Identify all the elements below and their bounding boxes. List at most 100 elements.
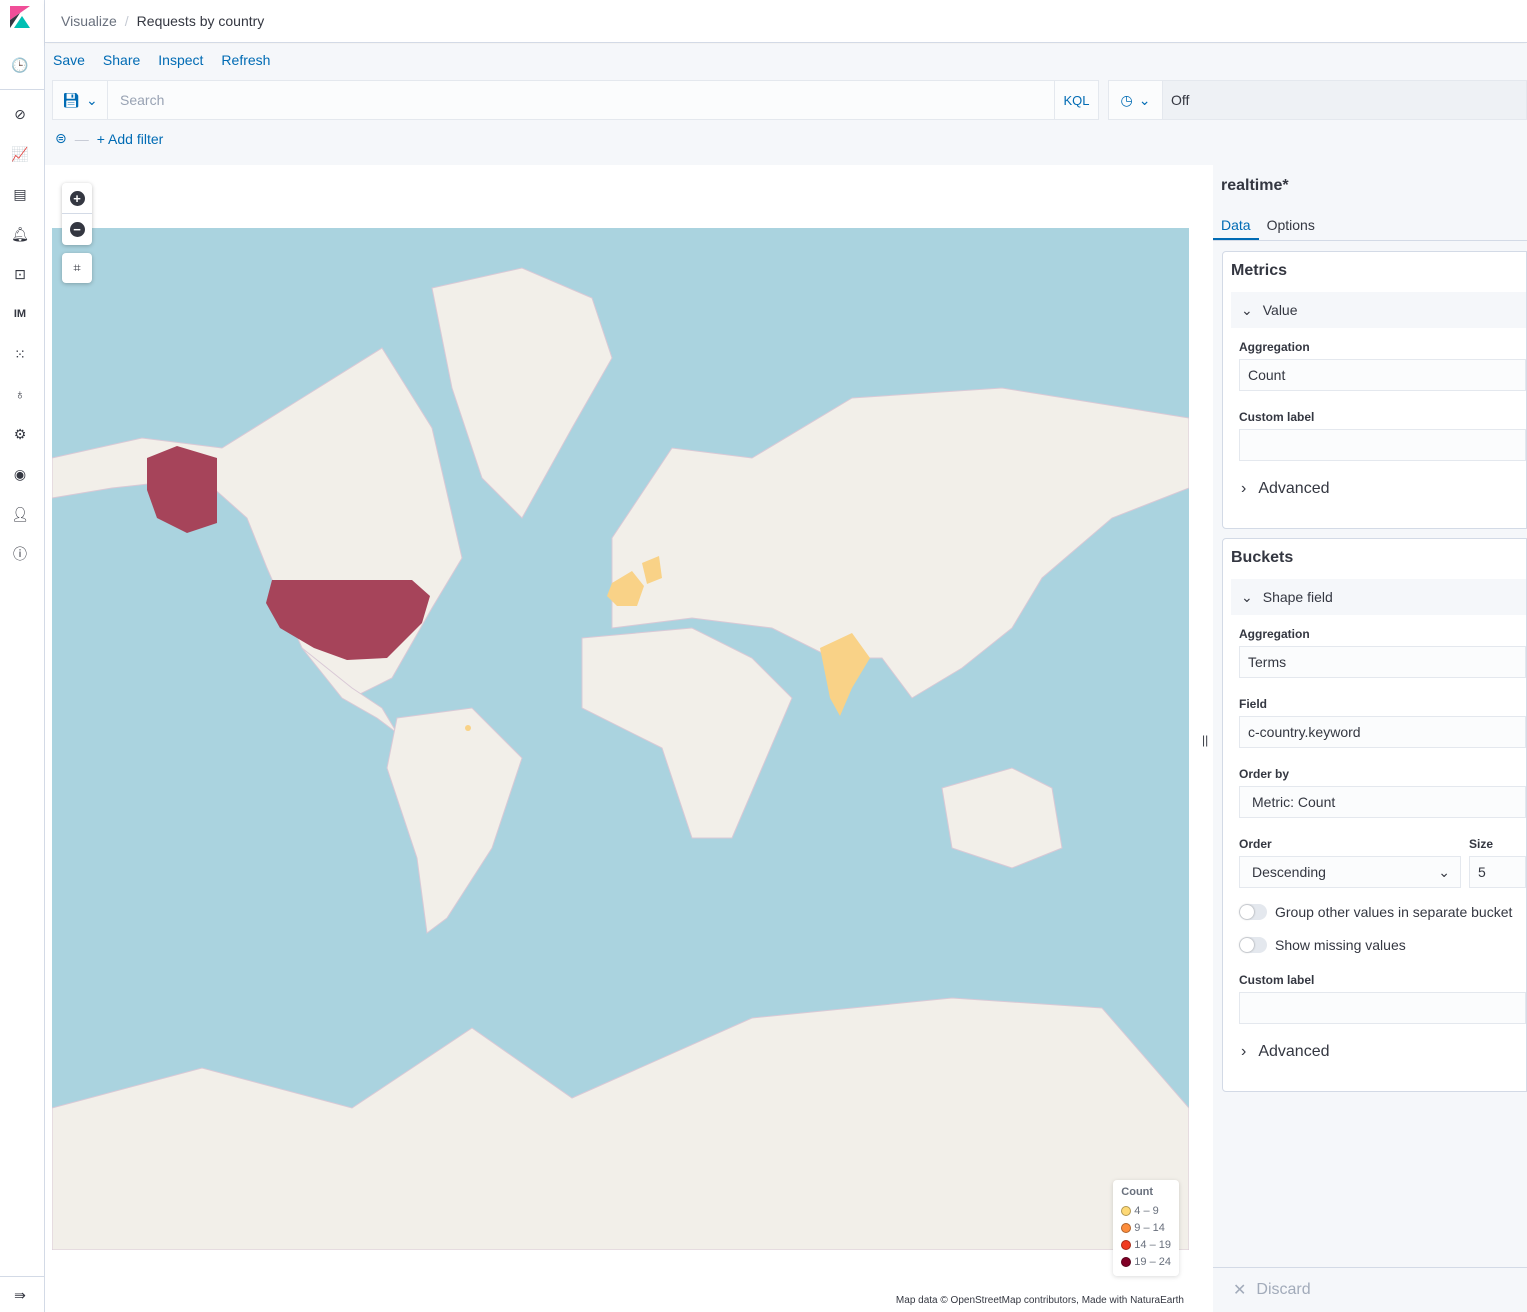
chevron-down-icon: ⌄ (1241, 588, 1253, 605)
legend-item: 19 – 24 (1121, 1253, 1171, 1270)
quick-menu-button[interactable]: ◷ ⌄ (1109, 81, 1163, 119)
add-filter-button[interactable]: + Add filter (96, 130, 164, 147)
country-united-states (266, 580, 430, 660)
security-icon[interactable]: ◉ (13, 465, 27, 482)
switch[interactable] (1239, 937, 1267, 953)
kql-button[interactable]: KQL (1054, 81, 1098, 119)
legend-swatch (1121, 1205, 1132, 1216)
legend-swatch (1121, 1239, 1132, 1250)
map-legend: Count 4 – 9 9 – 14 14 – 19 19 – 24 (1113, 1180, 1179, 1276)
minus-icon: − (69, 222, 85, 237)
chevron-down-icon: ⌄ (1138, 91, 1151, 108)
legend-item: 4 – 9 (1121, 1202, 1171, 1219)
divider: — (74, 130, 89, 147)
land-north-america (52, 347, 463, 699)
fit-bounds-button[interactable]: ⌗ (62, 253, 92, 283)
legend-label: 19 – 24 (1134, 1255, 1171, 1268)
chevron-down-icon: ⌄ (86, 91, 98, 108)
breadcrumb-separator: / (124, 13, 129, 29)
legend-item: 14 – 19 (1121, 1236, 1171, 1253)
dashboard-icon[interactable]: ▤ (13, 185, 27, 202)
console-icon[interactable]: ⊡ (14, 265, 26, 282)
legend-swatch (1121, 1256, 1132, 1267)
legend-label: 9 – 14 (1134, 1221, 1165, 1234)
bucket-custom-label-input[interactable] (1239, 992, 1526, 1024)
order-by-select[interactable]: Metric: Count (1239, 786, 1526, 818)
visualize-icon[interactable]: 📈 (11, 145, 29, 162)
compass-icon[interactable]: ⊘ (14, 105, 26, 122)
divider (0, 89, 44, 90)
editor-tabs: Data Options (1213, 213, 1527, 241)
filter-row: ⊜ — + Add filter (55, 130, 163, 147)
tab-options[interactable]: Options (1266, 217, 1315, 233)
crop-icon: ⌗ (73, 260, 81, 275)
chevron-down-icon: ⌄ (1438, 863, 1450, 880)
plus-icon: + (69, 190, 85, 206)
save-button[interactable]: Save (53, 52, 85, 68)
clock-icon: ◷ (1120, 91, 1133, 108)
zoom-in-button[interactable]: + (62, 183, 92, 214)
land-antarctica (52, 997, 1189, 1250)
order-by-label: Order by (1239, 767, 1290, 781)
switch[interactable] (1239, 904, 1267, 920)
zoom-out-button[interactable]: − (62, 214, 92, 245)
metric-advanced-toggle[interactable]: › Advanced (1231, 471, 1526, 507)
advanced-label: Advanced (1258, 1043, 1330, 1060)
show-missing-toggle[interactable]: Show missing values (1239, 937, 1406, 953)
tab-data[interactable]: Data (1213, 213, 1259, 240)
inspect-button[interactable]: Inspect (158, 52, 204, 68)
filter-menu-icon[interactable]: ⊜ (55, 130, 67, 146)
toggle-label: Group other values in separate bucket (1275, 904, 1513, 920)
apps-grid-icon[interactable]: ⁙ (14, 345, 26, 362)
land-south-america (386, 707, 523, 934)
top-menu: Save Share Inspect Refresh (53, 52, 270, 68)
editor-panel: realtime* Data Options Metrics ⌄ Value Ag… (1213, 165, 1527, 1312)
custom-label-label: Custom label (1239, 410, 1315, 424)
im-icon[interactable]: IM (13, 308, 27, 320)
bell-icon[interactable]: 🔔︎ (11, 225, 29, 242)
gear-icon[interactable]: ⚙ (13, 425, 27, 442)
monitoring-icon[interactable]: ♁ (14, 386, 26, 402)
share-button[interactable]: Share (102, 52, 141, 68)
discard-button[interactable]: Discard (1256, 1281, 1311, 1298)
metric-value-toggle[interactable]: ⌄ Value (1231, 292, 1526, 328)
saved-query-button[interactable]: 💾︎ ⌄ (53, 81, 108, 119)
chevron-right-icon: › (1241, 480, 1247, 497)
legend-swatch (1121, 1222, 1132, 1233)
metrics-title: Metrics (1231, 262, 1288, 279)
bucket-advanced-toggle[interactable]: › Advanced (1231, 1034, 1526, 1070)
breadcrumb-visualize[interactable]: Visualize (61, 13, 117, 29)
order-select[interactable]: Descending ⌄ (1239, 856, 1461, 888)
panel-resize-handle[interactable]: || (1202, 733, 1209, 747)
legend-label: 14 – 19 (1134, 1238, 1171, 1251)
size-input[interactable]: 5 (1469, 856, 1526, 888)
metric-aggregation-select[interactable]: Count (1239, 359, 1526, 391)
bucket-aggregation-select[interactable]: Terms (1239, 646, 1526, 678)
user-icon[interactable]: 👤︎ (11, 505, 29, 522)
info-icon[interactable]: ⓘ (13, 546, 27, 562)
field-select[interactable]: c-country.keyword (1239, 716, 1526, 748)
map-attribution[interactable]: Map data © OpenStreetMap contributors, M… (895, 1295, 1184, 1306)
map-svg (52, 267, 1189, 1250)
country-france (607, 571, 644, 606)
refresh-interval[interactable]: Off (1171, 92, 1190, 108)
refresh-button[interactable]: Refresh (221, 52, 271, 68)
side-nav: 🕒 ⊘ 📈 ▤ 🔔︎ ⊡ IM ⁙ ♁ ⚙ ◉ 👤︎ ⓘ ⇛ (0, 0, 45, 1312)
legend-item: 9 – 14 (1121, 1219, 1171, 1236)
toggle-label: Show missing values (1275, 937, 1406, 953)
metric-custom-label-input[interactable] (1239, 429, 1526, 461)
kibana-logo[interactable] (10, 6, 30, 28)
collapse-nav-icon[interactable]: ⇛ (14, 1286, 26, 1303)
land-australia (941, 767, 1063, 869)
bucket-shape-field-toggle[interactable]: ⌄ Shape field (1231, 579, 1526, 615)
legend-title: Count (1121, 1186, 1154, 1198)
land-africa (581, 627, 793, 839)
query-bar: 💾︎ ⌄ KQL (52, 80, 1099, 120)
region-map[interactable] (52, 228, 1189, 1250)
search-input[interactable] (108, 81, 1054, 119)
country-alaska (147, 446, 217, 533)
group-other-toggle[interactable]: Group other values in separate bucket (1239, 904, 1512, 920)
order-label: Order (1239, 837, 1272, 851)
clock-icon[interactable]: 🕒 (11, 56, 29, 73)
chevron-right-icon: › (1241, 1043, 1247, 1060)
